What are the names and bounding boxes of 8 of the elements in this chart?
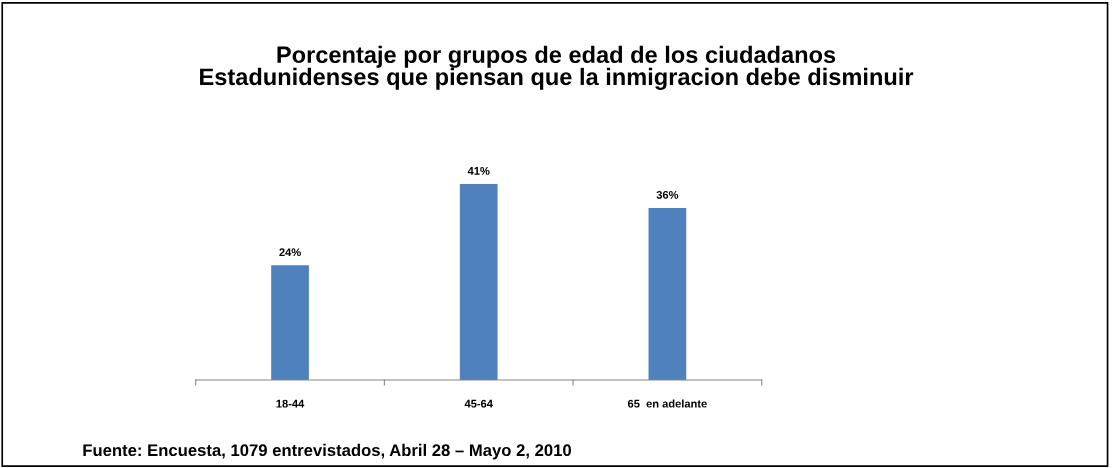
data-label: 41% [467,167,490,175]
data-label: 36% [656,190,679,199]
chart-title: Porcentaje por grupos de edad de los ciudadanos Estadunidenses que piensan que la inmigracion debe disminuir [200,45,914,90]
x-tick-label: 45-64 [464,399,493,408]
source-note: Fuente: Encuesta, 1079 entrevistados, Abril 28 – Mayo 2, 2010 [83,443,571,460]
data-label: 24% [279,248,301,257]
x-tick-label: 65 en adelante [627,399,707,408]
x-tick-label: 18-44 [276,399,305,408]
